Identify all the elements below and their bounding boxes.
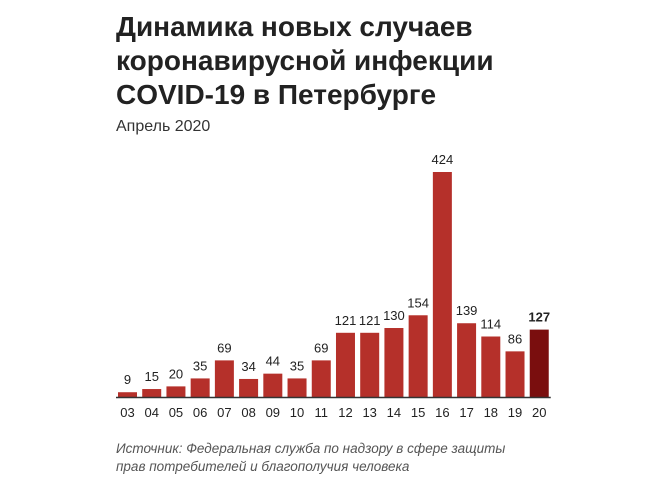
x-tick-label-13: 13 (362, 405, 376, 420)
x-tick-label-03: 03 (120, 405, 134, 420)
x-tick-label-08: 08 (241, 405, 255, 420)
bar-08 (239, 378, 259, 397)
x-tick-label-04: 04 (144, 405, 158, 420)
x-tick-label-20: 20 (532, 405, 546, 420)
data-label-08: 34 (241, 359, 255, 374)
bar-06 (190, 378, 210, 397)
x-tick-label-11: 11 (315, 405, 329, 420)
chart-title: Динамика новых случаев коронавирусной ин… (116, 10, 556, 112)
bar-14 (384, 328, 404, 397)
bar-05 (166, 386, 186, 397)
data-label-18: 114 (480, 317, 501, 332)
x-tick-label-14: 14 (387, 405, 401, 420)
data-label-07: 69 (217, 340, 231, 355)
x-tick-label-16: 16 (435, 405, 449, 420)
x-tick-label-09: 09 (266, 405, 280, 420)
x-tick-label-05: 05 (169, 405, 183, 420)
x-tick-label-06: 06 (193, 405, 207, 420)
data-label-04: 15 (144, 369, 158, 384)
bar-13 (360, 332, 380, 397)
data-label-09: 44 (266, 354, 280, 369)
x-tick-label-15: 15 (411, 405, 425, 420)
bar-12 (335, 332, 355, 397)
data-label-19: 86 (508, 331, 522, 346)
x-tick-label-19: 19 (508, 405, 522, 420)
x-tick-label-07: 07 (217, 405, 231, 420)
x-tick-label-12: 12 (338, 405, 352, 420)
data-label-20: 127 (528, 310, 550, 325)
x-tick-label-10: 10 (290, 405, 304, 420)
source-line: Источник: Федеральная служба по надзору … (116, 441, 506, 456)
data-label-03: 9 (124, 372, 131, 387)
data-label-13: 121 (359, 313, 381, 328)
bar-17 (457, 323, 477, 397)
bar-09 (263, 373, 283, 397)
bar-03 (118, 392, 137, 397)
data-label-16: 424 (432, 152, 454, 167)
data-label-14: 130 (383, 308, 405, 323)
bar-18 (481, 336, 501, 397)
chart-title-line: COVID-19 в Петербурге (116, 79, 437, 110)
chart-title-line: коронавирусной инфекции (116, 45, 494, 76)
bar-07 (214, 360, 234, 397)
bar-20 (529, 329, 549, 397)
data-label-11: 69 (314, 340, 328, 355)
chart-title-line: Динамика новых случаев (116, 11, 473, 42)
source-line: прав потребителей и благополучия человек… (116, 459, 410, 474)
bar-10 (287, 378, 307, 397)
data-label-12: 121 (335, 313, 357, 328)
data-label-06: 35 (193, 358, 207, 373)
data-label-17: 139 (456, 303, 478, 318)
bar-04 (142, 389, 162, 397)
bar-11 (311, 360, 331, 397)
x-tick-label-17: 17 (459, 405, 473, 420)
bar-16 (432, 172, 452, 397)
data-label-05: 20 (169, 366, 183, 381)
source-note: Источник: Федеральная служба по надзору … (116, 440, 596, 476)
x-tick-label-18: 18 (484, 405, 498, 420)
chart-subtitle: Апрель 2020 (116, 118, 211, 135)
bar-15 (408, 315, 428, 397)
data-label-15: 154 (407, 295, 429, 310)
bar-19 (505, 351, 525, 397)
data-label-10: 35 (290, 358, 304, 373)
